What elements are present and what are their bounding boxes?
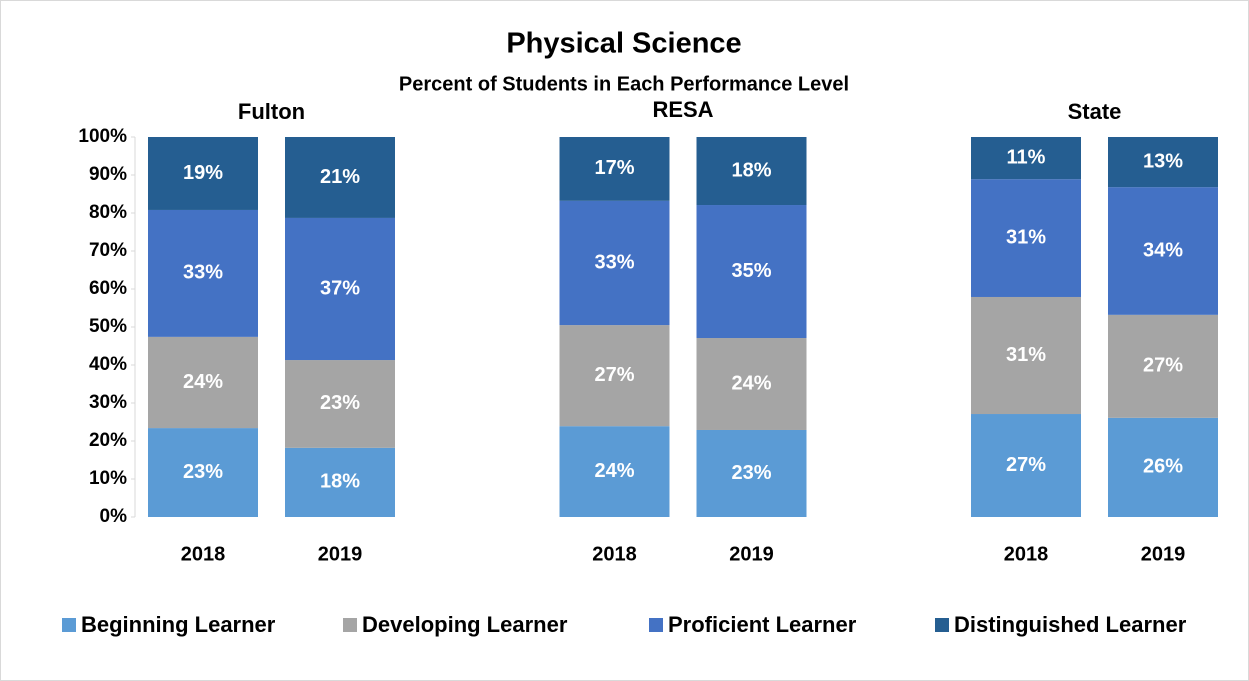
y-tick-label: 90%	[89, 164, 127, 185]
bar-segment	[1108, 137, 1218, 188]
group-label: State	[1068, 99, 1122, 124]
bar-segment	[971, 414, 1081, 517]
y-tick-label: 20%	[89, 430, 127, 451]
bar-segment	[971, 179, 1081, 297]
data-label: 11%	[1007, 146, 1046, 168]
x-tick-label: 2019	[318, 543, 363, 565]
x-tick-label: 2018	[592, 543, 637, 565]
legend-swatch	[343, 618, 357, 632]
y-tick-label: 60%	[89, 278, 127, 299]
y-tick-label: 10%	[89, 468, 127, 489]
x-tick-label: 2018	[1004, 543, 1049, 565]
bar-segment	[971, 137, 1081, 180]
bar-segment	[696, 429, 807, 517]
data-label: 31%	[1006, 344, 1046, 366]
bar-segment	[971, 296, 1081, 415]
bar-segment	[1108, 314, 1218, 418]
x-tick-label: 2018	[181, 543, 226, 565]
data-label: 35%	[731, 260, 771, 282]
data-label: 24%	[594, 460, 634, 482]
bar-segment	[148, 336, 258, 429]
bar-segment	[285, 137, 395, 218]
data-label: 18%	[320, 471, 360, 493]
y-tick-label: 30%	[89, 392, 127, 413]
data-label: 13%	[1143, 150, 1183, 172]
data-label: 33%	[183, 262, 223, 284]
bar-segment	[285, 360, 395, 448]
bar-segment	[285, 217, 395, 361]
y-tick-label: 50%	[89, 316, 127, 337]
data-label: 31%	[1006, 226, 1046, 248]
data-label: 19%	[183, 162, 223, 184]
chart-title: Physical Science	[506, 28, 741, 60]
y-tick-label: 40%	[89, 354, 127, 375]
data-label: 26%	[1143, 456, 1183, 478]
data-label: 23%	[731, 462, 771, 484]
legend-swatch	[62, 618, 76, 632]
legend-label: Beginning Learner	[81, 612, 276, 637]
data-label: 24%	[731, 372, 771, 394]
x-tick-label: 2019	[729, 543, 774, 565]
group-label: RESA	[652, 97, 713, 122]
legend-label: Distinguished Learner	[954, 612, 1187, 637]
group-label: Fulton	[238, 99, 305, 124]
bar-segment	[559, 426, 670, 517]
bar-segment	[148, 209, 258, 337]
data-label: 27%	[1006, 454, 1046, 476]
y-tick-label: 70%	[89, 240, 127, 261]
bar-segment	[559, 137, 670, 201]
bar-segment	[148, 428, 258, 517]
y-tick-label: 0%	[100, 506, 128, 527]
data-label: 24%	[183, 371, 223, 393]
y-tick-label: 80%	[89, 202, 127, 223]
bar-segment	[559, 200, 670, 326]
y-tick-label: 100%	[78, 126, 127, 147]
bar-segment	[285, 447, 395, 517]
data-label: 34%	[1143, 239, 1183, 261]
data-label: 27%	[1143, 355, 1183, 377]
data-label: 27%	[594, 364, 634, 386]
legend-label: Developing Learner	[362, 612, 568, 637]
data-label: 21%	[320, 166, 360, 188]
data-label: 18%	[731, 159, 771, 181]
data-label: 17%	[594, 157, 634, 179]
data-label: 23%	[183, 461, 223, 483]
legend-swatch	[649, 618, 663, 632]
bar-segment	[696, 137, 807, 206]
bar-segment	[696, 205, 807, 339]
bar-segment	[148, 137, 258, 210]
bar-segment	[1108, 417, 1218, 517]
data-label: 23%	[320, 392, 360, 414]
x-tick-label: 2019	[1141, 543, 1186, 565]
bar-segment	[1108, 187, 1218, 315]
bar-segment	[559, 325, 670, 427]
legend-swatch	[935, 618, 949, 632]
legend-label: Proficient Learner	[668, 612, 857, 637]
bar-segment	[696, 338, 807, 430]
data-label: 33%	[594, 251, 634, 273]
data-label: 37%	[320, 277, 360, 299]
chart-subtitle: Percent of Students in Each Performance …	[399, 73, 849, 95]
